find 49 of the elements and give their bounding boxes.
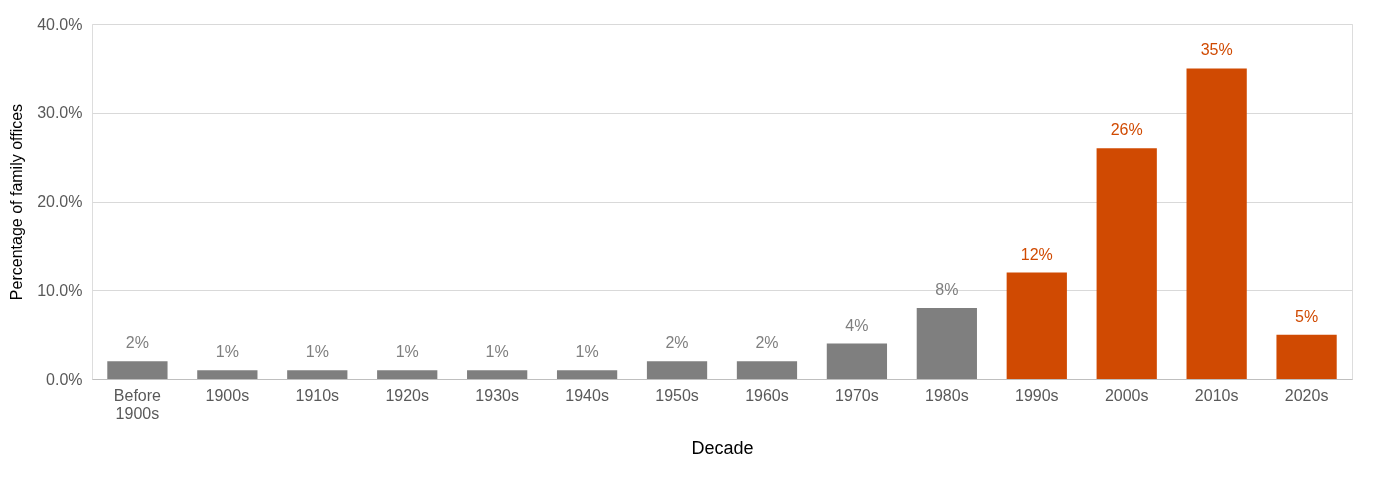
bar — [197, 370, 258, 379]
bar — [1186, 68, 1247, 379]
data-label: 1% — [215, 343, 239, 361]
data-label: 1% — [485, 343, 509, 361]
data-label: 4% — [845, 316, 869, 334]
data-label: 12% — [1020, 245, 1053, 263]
data-label: 8% — [935, 281, 959, 298]
x-tick-label: 2020s — [1284, 386, 1329, 404]
data-label: 1% — [305, 343, 329, 361]
data-label: 35% — [1200, 41, 1233, 59]
bar — [736, 361, 798, 379]
x-tick-label: Before 1900s — [113, 386, 162, 422]
data-label: 1% — [395, 343, 419, 361]
x-tick-label: 1960s — [745, 386, 789, 404]
bar — [646, 361, 708, 379]
bar — [467, 370, 528, 379]
x-tick-label: 1930s — [475, 386, 519, 404]
x-tick-label: 1970s — [835, 386, 879, 404]
bar — [826, 343, 888, 379]
data-label: 26% — [1110, 121, 1143, 139]
bar — [377, 370, 438, 379]
data-label: 2% — [755, 334, 779, 352]
x-tick-label: 1940s — [565, 386, 609, 404]
bar — [556, 370, 618, 379]
y-tick-label: 40.0% — [37, 15, 83, 33]
bar — [107, 361, 168, 379]
x-tick-label: 1990s — [1014, 386, 1059, 404]
x-tick-label: 2010s — [1194, 386, 1239, 404]
x-tick-label: 1910s — [295, 386, 340, 404]
y-tick-label: 0.0% — [46, 370, 83, 388]
y-tick-label: 10.0% — [37, 281, 83, 299]
y-tick-label: 20.0% — [37, 193, 83, 210]
x-tick-label: 2000s — [1104, 386, 1149, 404]
data-label: 2% — [665, 334, 689, 352]
bar — [1006, 272, 1067, 379]
x-tick-label: 1920s — [385, 386, 430, 404]
bar — [287, 370, 348, 379]
data-label: 2% — [125, 334, 149, 352]
bar — [1096, 148, 1157, 379]
x-tick-label: 1980s — [925, 386, 969, 404]
data-label: 1% — [575, 343, 599, 361]
x-axis-title: Decade — [691, 437, 754, 458]
x-tick-label: 1900s — [205, 386, 250, 404]
bar — [916, 308, 977, 379]
bar — [1276, 334, 1337, 379]
x-tick-label: 1950s — [655, 386, 699, 404]
y-tick-label: 30.0% — [37, 104, 83, 122]
y-axis-title: Percentage of family offices — [8, 103, 26, 301]
data-label: 5% — [1295, 307, 1319, 325]
